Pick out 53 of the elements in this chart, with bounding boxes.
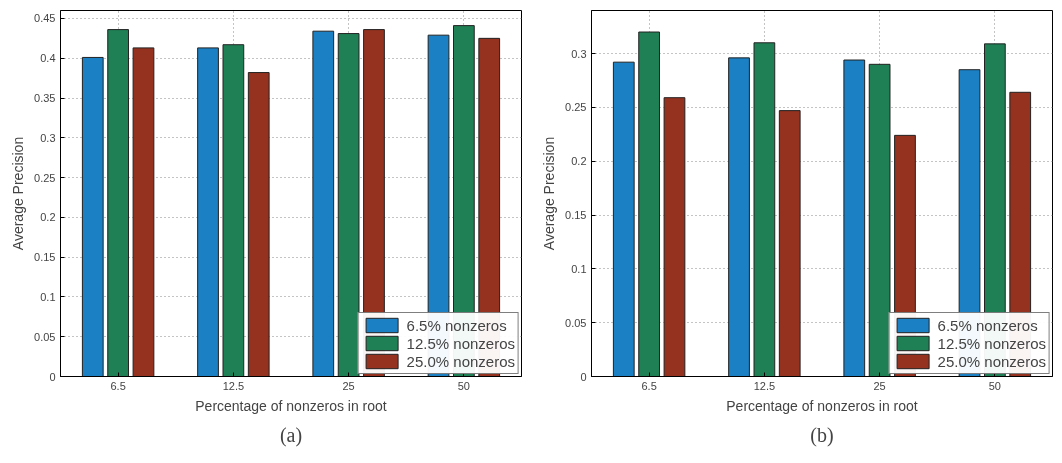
bar	[753, 42, 776, 377]
bar	[222, 44, 245, 377]
y-tick-label: 0.25	[34, 171, 56, 184]
x-tick-label: 6.5	[110, 379, 126, 392]
bar	[612, 61, 635, 377]
bar	[868, 63, 891, 377]
x-tick-label: 6.5	[641, 379, 657, 392]
bar	[312, 30, 335, 377]
x-tick-label: 12.5	[753, 379, 776, 392]
y-tick-label: 0.05	[34, 330, 56, 343]
bar	[247, 72, 270, 377]
y-tick-label: 0.1	[571, 262, 587, 275]
x-tick-label: 12.5	[222, 379, 245, 392]
bar	[197, 47, 219, 377]
bar	[843, 59, 866, 377]
y-tick-label: 0.15	[34, 251, 56, 264]
y-tick-label: 0.35	[34, 92, 56, 105]
legend-label: 25.0% nonzeros	[937, 352, 1046, 370]
text: (a)	[279, 423, 303, 447]
bar	[728, 57, 750, 377]
bar	[81, 56, 104, 377]
y-tick-label: 0	[580, 370, 587, 383]
bar	[638, 31, 660, 377]
x-axis-title: Percentage of nonzeros in root	[195, 397, 387, 414]
x-tick-label: 25	[342, 379, 355, 392]
x-axis-title: Percentage of nonzeros in root	[726, 397, 918, 414]
x-tick-label: 50	[988, 379, 1002, 392]
y-axis-title: Average Precision	[10, 136, 27, 251]
y-axis-title: Average Precision	[541, 136, 558, 251]
bar	[337, 33, 360, 377]
legend-label: 25.0% nonzeros	[406, 352, 515, 370]
y-tick-label: 0.3	[571, 47, 587, 60]
y-tick-label: 0.05	[565, 316, 587, 329]
bar	[132, 47, 155, 377]
y-tick-label: 0.45	[34, 12, 56, 25]
y-tick-label: 0.4	[40, 52, 56, 65]
y-tick-label: 0.25	[565, 101, 587, 114]
legend-label: 12.5% nonzeros	[937, 334, 1046, 352]
legend-label: 6.5% nonzeros	[937, 316, 1038, 334]
y-tick-label: 0.2	[571, 155, 587, 168]
y-tick-label: 0.3	[40, 131, 56, 144]
bar	[778, 110, 801, 377]
y-tick-label: 0.2	[40, 211, 56, 224]
y-tick-label: 0	[49, 370, 56, 383]
x-tick-label: 50	[457, 379, 471, 392]
y-tick-label: 0.15	[565, 209, 587, 222]
y-tick-label: 0.1	[40, 290, 56, 303]
bar	[107, 29, 129, 377]
bar	[663, 97, 686, 377]
x-tick-label: 25	[873, 379, 886, 392]
legend-label: 6.5% nonzeros	[406, 316, 507, 334]
legend-label: 12.5% nonzeros	[406, 334, 515, 352]
text: (b)	[810, 423, 834, 447]
